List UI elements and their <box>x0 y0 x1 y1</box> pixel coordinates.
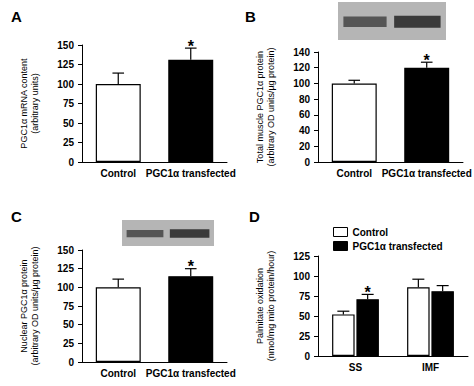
svg-text:80: 80 <box>299 94 311 105</box>
svg-text:PGC1α transfected: PGC1α transfected <box>146 368 236 379</box>
svg-text:140: 140 <box>293 47 310 58</box>
svg-text:Nuclear PGC1α protein: Nuclear PGC1α protein <box>19 259 29 352</box>
svg-text:100: 100 <box>57 282 74 293</box>
svg-text:Control: Control <box>353 227 389 238</box>
svg-text:IMF: IMF <box>422 362 439 373</box>
svg-text:PGC1α transfected: PGC1α transfected <box>382 168 472 179</box>
svg-text:120: 120 <box>293 62 310 73</box>
svg-text:0: 0 <box>68 157 74 168</box>
svg-text:Total muscle PGC1α protein: Total muscle PGC1α protein <box>255 51 265 163</box>
svg-text:25: 25 <box>299 331 311 342</box>
svg-text:(arbitrary units): (arbitrary units) <box>30 73 40 134</box>
svg-text:75: 75 <box>63 301 75 312</box>
svg-text:Palmitate oxidation: Palmitate oxidation <box>255 268 265 344</box>
svg-text:25: 25 <box>63 338 75 349</box>
svg-text:0: 0 <box>68 357 74 368</box>
svg-text:*: * <box>188 258 195 275</box>
svg-text:A: A <box>11 8 22 25</box>
svg-text:150: 150 <box>57 245 74 256</box>
svg-text:*: * <box>188 38 195 55</box>
svg-text:*: * <box>424 52 431 69</box>
svg-text:Control: Control <box>100 168 136 179</box>
svg-text:40: 40 <box>299 125 311 136</box>
svg-text:125: 125 <box>57 263 74 274</box>
svg-text:150: 150 <box>57 40 74 51</box>
svg-text:75: 75 <box>299 291 311 302</box>
svg-text:25: 25 <box>63 137 75 148</box>
svg-text:(nmol/mg mito protein/hour): (nmol/mg mito protein/hour) <box>266 251 276 362</box>
svg-text:B: B <box>245 8 256 25</box>
svg-text:60: 60 <box>299 109 311 120</box>
svg-text:D: D <box>249 208 260 225</box>
svg-text:50: 50 <box>63 118 75 129</box>
svg-text:100: 100 <box>57 79 74 90</box>
svg-text:0: 0 <box>304 351 310 362</box>
svg-text:125: 125 <box>57 59 74 70</box>
svg-text:C: C <box>11 208 22 225</box>
svg-text:125: 125 <box>293 251 310 262</box>
svg-text:Control: Control <box>100 368 136 379</box>
svg-text:PGC1α transfected: PGC1α transfected <box>146 168 236 179</box>
svg-text:100: 100 <box>293 78 310 89</box>
svg-text:Control: Control <box>336 168 372 179</box>
svg-text:50: 50 <box>299 311 311 322</box>
svg-text:SS: SS <box>349 362 363 373</box>
svg-text:75: 75 <box>63 98 75 109</box>
svg-text:20: 20 <box>299 141 311 152</box>
svg-text:(arbitrary OD units/µg protein: (arbitrary OD units/µg protein) <box>30 246 40 365</box>
svg-text:50: 50 <box>63 319 75 330</box>
svg-text:100: 100 <box>293 271 310 282</box>
svg-text:PGC1α transfected: PGC1α transfected <box>353 241 443 252</box>
svg-text:PGC1α mRNA content: PGC1α mRNA content <box>19 58 29 149</box>
svg-text:0: 0 <box>304 157 310 168</box>
svg-text:*: * <box>365 284 372 301</box>
svg-text:(arbitrary OD units/µg protein: (arbitrary OD units/µg protein) <box>266 47 276 166</box>
